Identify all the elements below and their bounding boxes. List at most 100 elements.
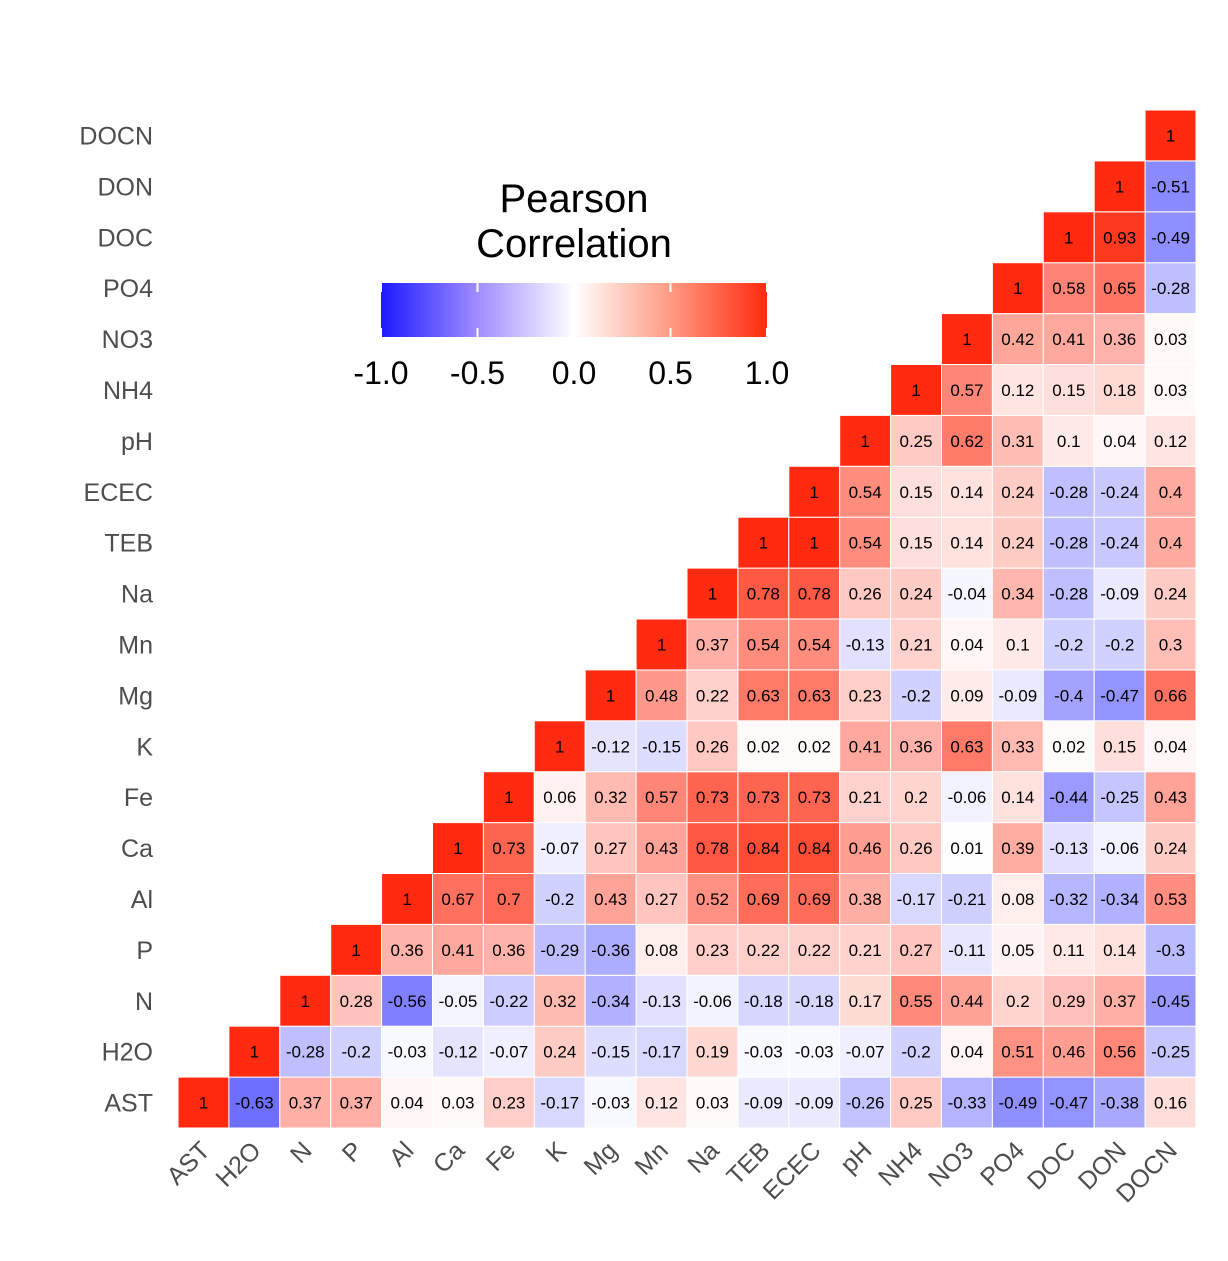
row-label-H2O: H2O	[102, 1039, 153, 1067]
cell-value-AST-Al: 0.04	[391, 1094, 424, 1113]
cell-value-AST-DOC: -0.47	[1049, 1094, 1088, 1113]
cell-value-P-ECEC: 0.22	[798, 941, 831, 960]
cell-value-H2O-ECEC: -0.03	[795, 1043, 834, 1062]
cell-value-N-Na: -0.06	[693, 992, 732, 1011]
cell-value-H2O-DOCN: -0.25	[1151, 1043, 1190, 1062]
cell-value-P-Al: 0.36	[391, 941, 424, 960]
cell-value-AST-Mn: 0.12	[645, 1094, 678, 1113]
cell-value-AST-DOCN: 0.16	[1154, 1094, 1187, 1113]
cell-value-AST-Fe: 0.23	[492, 1094, 525, 1113]
row-label-NH4: NH4	[103, 377, 153, 405]
cell-value-NO3-PO4: 0.42	[1001, 330, 1034, 349]
cell-value-Al-pH: 0.38	[849, 890, 882, 909]
row-label-Na: Na	[121, 581, 153, 609]
cell-value-H2O-NO3: 0.04	[950, 1043, 983, 1062]
row-label-Mg: Mg	[118, 682, 153, 710]
cell-value-DOCN-DOCN: 1	[1166, 126, 1175, 145]
cell-value-P-Mg: -0.36	[591, 941, 630, 960]
row-label-Al: Al	[131, 886, 153, 914]
cell-value-Mg-TEB: 0.63	[747, 686, 780, 705]
cell-value-H2O-P: -0.2	[342, 1043, 371, 1062]
cell-value-H2O-Fe: -0.07	[489, 1043, 528, 1062]
cell-value-pH-NO3: 0.62	[950, 432, 983, 451]
cell-value-P-NH4: 0.27	[900, 941, 933, 960]
cell-value-Ca-PO4: 0.39	[1001, 839, 1034, 858]
cell-value-Al-NH4: -0.17	[897, 890, 936, 909]
cell-value-Mn-DOC: -0.2	[1054, 635, 1083, 654]
cell-value-DOC-DOC: 1	[1064, 228, 1073, 247]
cell-value-N-Mn: -0.13	[642, 992, 681, 1011]
cell-value-K-Mg: -0.12	[591, 737, 630, 756]
cell-value-N-Ca: -0.05	[439, 992, 478, 1011]
cell-value-Ca-DOC: -0.13	[1049, 839, 1088, 858]
cell-value-ECEC-NO3: 0.14	[950, 483, 983, 502]
column-label-Ca: Ca	[428, 1136, 470, 1178]
cell-value-N-K: 0.32	[543, 992, 576, 1011]
cell-value-Al-NO3: -0.21	[948, 890, 987, 909]
cell-value-DOC-DOCN: -0.49	[1151, 228, 1190, 247]
cell-value-Al-DOC: -0.32	[1049, 890, 1088, 909]
cell-value-K-DOCN: 0.04	[1154, 737, 1187, 756]
cell-value-Ca-Mn: 0.43	[645, 839, 678, 858]
row-axis-labels: ASTH2ONPAlCaFeKMgMnNaTEBECECpHNH4NO3PO4D…	[79, 122, 153, 1117]
cell-value-Mn-DOCN: 0.3	[1159, 635, 1183, 654]
cell-value-Al-Na: 0.52	[696, 890, 729, 909]
cell-value-Mg-PO4: -0.09	[998, 686, 1037, 705]
cell-value-Mn-NO3: 0.04	[950, 635, 983, 654]
cell-value-Na-NH4: 0.24	[900, 585, 933, 604]
cell-value-NH4-NO3: 0.57	[950, 381, 983, 400]
cell-value-K-NH4: 0.36	[900, 737, 933, 756]
cell-value-Na-DON: -0.09	[1100, 585, 1139, 604]
cell-value-AST-pH: -0.26	[846, 1094, 885, 1113]
cell-value-Al-DOCN: 0.53	[1154, 890, 1187, 909]
cell-value-AST-Ca: 0.03	[441, 1094, 474, 1113]
column-label-NO3: NO3	[923, 1136, 979, 1192]
cell-value-N-P: 0.28	[340, 992, 373, 1011]
cell-value-AST-Mg: -0.03	[591, 1094, 630, 1113]
cell-value-pH-pH: 1	[860, 432, 869, 451]
row-label-P: P	[136, 937, 153, 965]
cell-value-P-P: 1	[351, 941, 360, 960]
cell-value-AST-AST: 1	[199, 1094, 208, 1113]
cell-value-Al-Ca: 0.67	[441, 890, 474, 909]
cell-value-Fe-TEB: 0.73	[747, 788, 780, 807]
cell-value-ECEC-DOC: -0.28	[1049, 483, 1088, 502]
row-label-ECEC: ECEC	[84, 479, 153, 507]
cell-value-Mn-ECEC: 0.54	[798, 635, 831, 654]
cell-value-TEB-NO3: 0.14	[950, 534, 983, 553]
cell-value-DOC-DON: 0.93	[1103, 228, 1136, 247]
cell-value-Mn-pH: -0.13	[846, 635, 885, 654]
column-label-K: K	[540, 1136, 572, 1168]
cell-value-P-TEB: 0.22	[747, 941, 780, 960]
cell-value-N-DOCN: -0.45	[1151, 992, 1190, 1011]
column-label-Mg: Mg	[579, 1136, 623, 1180]
heatmap-cells	[178, 110, 1196, 1128]
cell-value-AST-ECEC: -0.09	[795, 1094, 834, 1113]
cell-value-PO4-DOCN: -0.28	[1151, 279, 1190, 298]
cell-value-N-Mg: -0.34	[591, 992, 630, 1011]
column-label-P: P	[337, 1136, 369, 1168]
cell-value-H2O-Mg: -0.15	[591, 1043, 630, 1062]
cell-value-H2O-DOC: 0.46	[1052, 1043, 1085, 1062]
cell-value-Ca-DOCN: 0.24	[1154, 839, 1187, 858]
column-label-Mn: Mn	[629, 1136, 673, 1180]
cell-value-NH4-NH4: 1	[911, 381, 920, 400]
cell-value-NO3-DON: 0.36	[1103, 330, 1136, 349]
cell-value-AST-K: -0.17	[540, 1094, 579, 1113]
cell-value-Fe-PO4: 0.14	[1001, 788, 1034, 807]
cell-value-AST-N: 0.37	[289, 1094, 322, 1113]
cell-value-P-Mn: 0.08	[645, 941, 678, 960]
cell-value-K-TEB: 0.02	[747, 737, 780, 756]
cell-value-PO4-DOC: 0.58	[1052, 279, 1085, 298]
cell-value-NH4-DOC: 0.15	[1052, 381, 1085, 400]
row-label-DON: DON	[97, 173, 153, 201]
cell-value-PO4-DON: 0.65	[1103, 279, 1136, 298]
cell-value-Fe-Mn: 0.57	[645, 788, 678, 807]
cell-value-Al-ECEC: 0.69	[798, 890, 831, 909]
color-legend: Pearson Correlation -1.0 -0.5 0.0 0.5 1.0	[353, 177, 789, 391]
cell-value-N-NH4: 0.55	[900, 992, 933, 1011]
cell-value-N-pH: 0.17	[849, 992, 882, 1011]
cell-value-AST-DON: -0.38	[1100, 1094, 1139, 1113]
cell-value-pH-PO4: 0.31	[1001, 432, 1034, 451]
